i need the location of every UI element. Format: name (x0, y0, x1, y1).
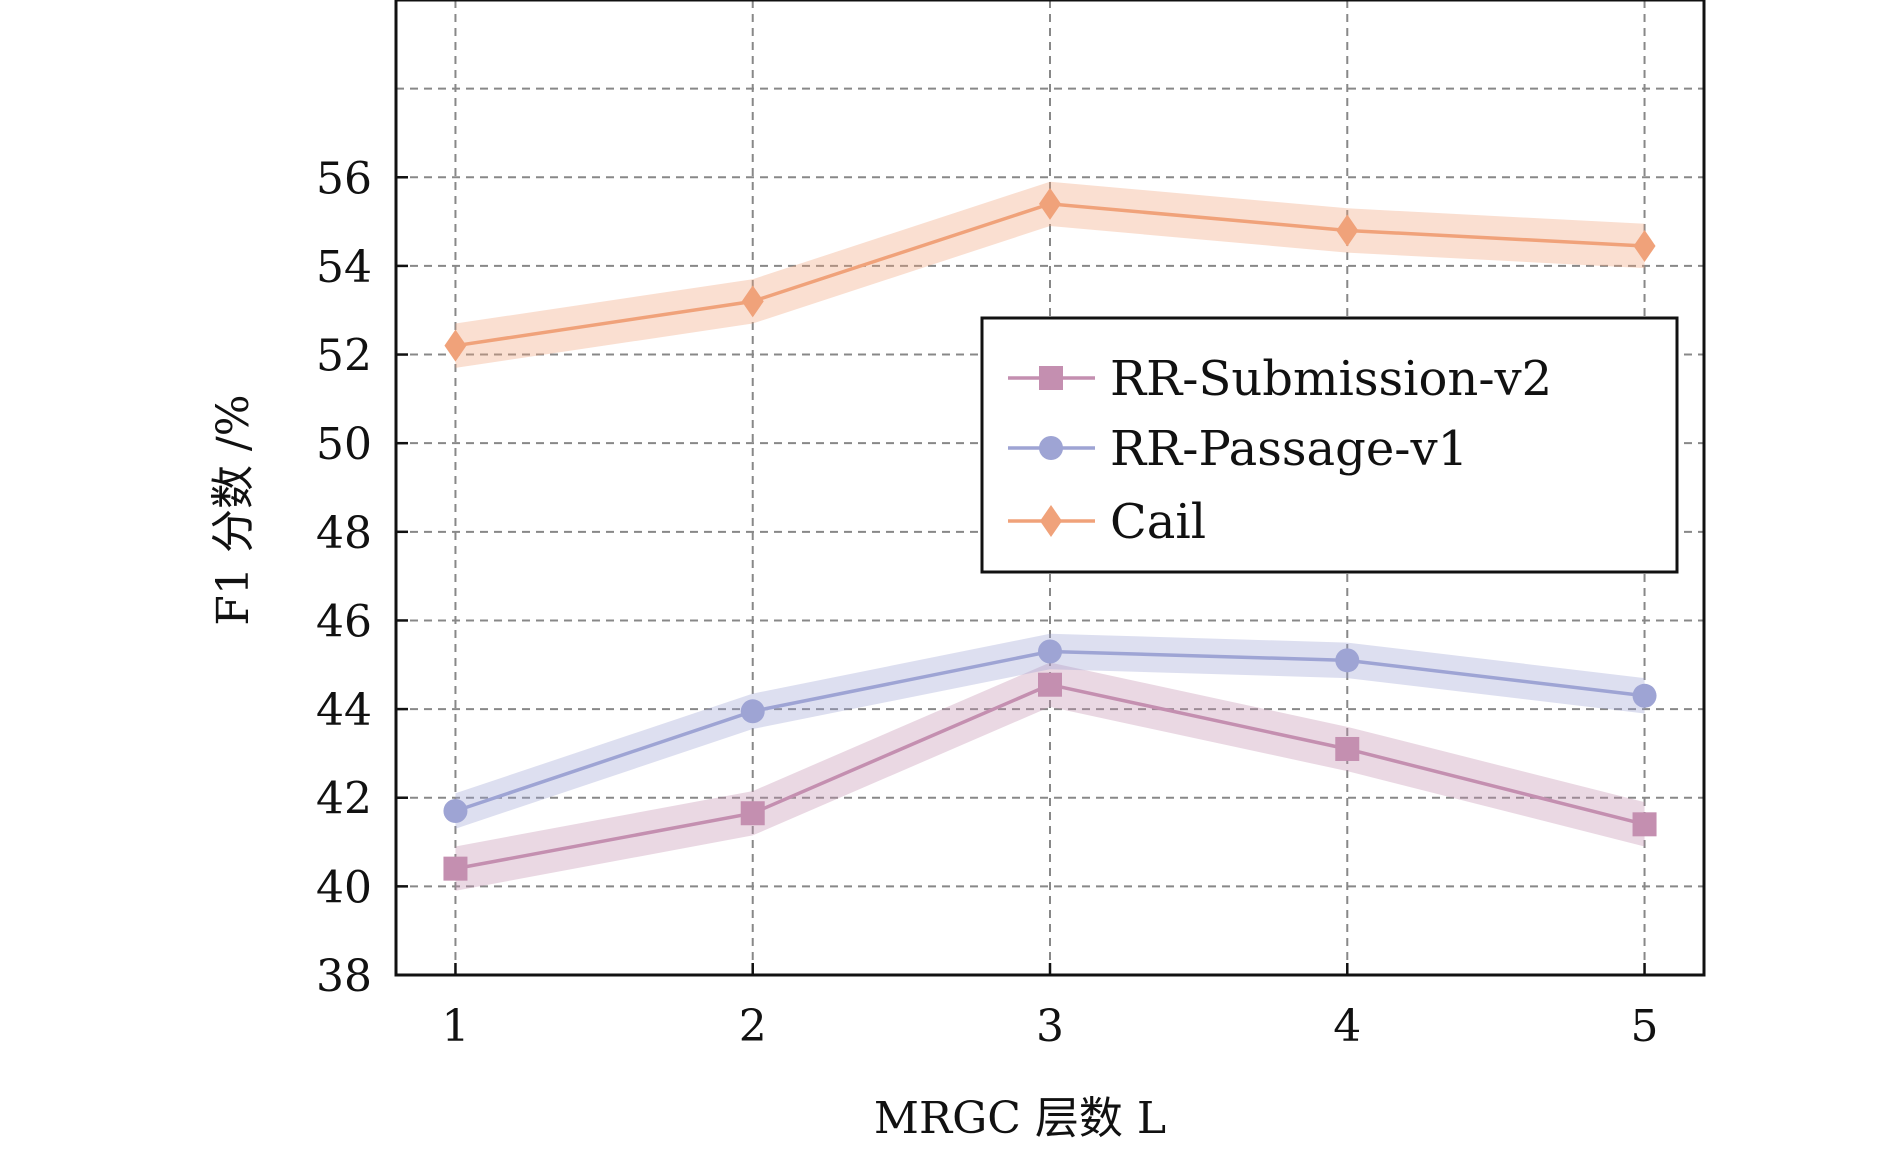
point-cail (741, 285, 764, 318)
y-tick-label: 54 (316, 242, 372, 293)
y-tick-labels: 38 40 42 44 46 48 50 52 54 56 (316, 153, 372, 1002)
point-rr-passage-v1 (443, 799, 468, 824)
legend-box (980, 316, 1679, 574)
point-rr-submission-v2 (1632, 812, 1657, 837)
point-rr-passage-v1 (1335, 648, 1360, 673)
y-tick-label: 46 (316, 596, 372, 647)
y-tick-label: 50 (316, 419, 372, 470)
series-markers (443, 187, 1657, 881)
point-rr-passage-v1 (740, 699, 765, 724)
legend: RR-Submission-v2 RR-Passage-v1 Cail (980, 316, 1679, 574)
point-rr-submission-v2 (740, 801, 765, 826)
point-cail (1039, 187, 1061, 220)
y-tick-label: 42 (316, 774, 372, 825)
x-tick-labels: 1 2 3 4 5 (441, 1001, 1658, 1052)
x-tick-label: 2 (739, 1001, 767, 1052)
band-rr-submission-v2 (455, 662, 1645, 891)
legend-items: RR-Submission-v2 RR-Passage-v1 Cail (1008, 351, 1552, 550)
legend-marker-rr-submission-v2 (1039, 366, 1063, 390)
axis-ticks (396, 176, 1646, 977)
legend-label-rr-submission-v2: RR-Submission-v2 (1110, 351, 1552, 407)
grid (396, 0, 1704, 975)
x-tick-label: 4 (1333, 1001, 1361, 1052)
y-tick-label: 56 (316, 153, 372, 204)
y-axis-title: F1 分数 /% (208, 394, 259, 625)
point-rr-passage-v1 (1632, 683, 1657, 708)
point-cail (444, 329, 467, 362)
legend-marker-rr-passage-v1 (1039, 436, 1063, 460)
y-tick-label: 38 (316, 951, 372, 1002)
x-tick-label: 5 (1631, 1001, 1659, 1052)
point-cail (1633, 229, 1656, 262)
point-rr-submission-v2 (1038, 672, 1062, 697)
point-rr-passage-v1 (1038, 639, 1062, 664)
point-cail (1336, 214, 1359, 247)
y-tick-label: 44 (316, 685, 372, 736)
y-tick-label: 52 (316, 331, 372, 382)
y-tick-label: 48 (316, 508, 372, 559)
legend-marker-cail (1040, 505, 1062, 537)
x-tick-label: 3 (1036, 1001, 1064, 1052)
legend-label-cail: Cail (1110, 494, 1206, 550)
legend-label-rr-passage-v1: RR-Passage-v1 (1110, 421, 1468, 477)
x-tick-label: 1 (441, 1001, 469, 1052)
y-tick-label: 40 (316, 862, 372, 913)
point-rr-submission-v2 (443, 856, 468, 881)
point-rr-submission-v2 (1335, 736, 1360, 761)
x-axis-title: MRGC 层数 L (874, 1093, 1166, 1144)
